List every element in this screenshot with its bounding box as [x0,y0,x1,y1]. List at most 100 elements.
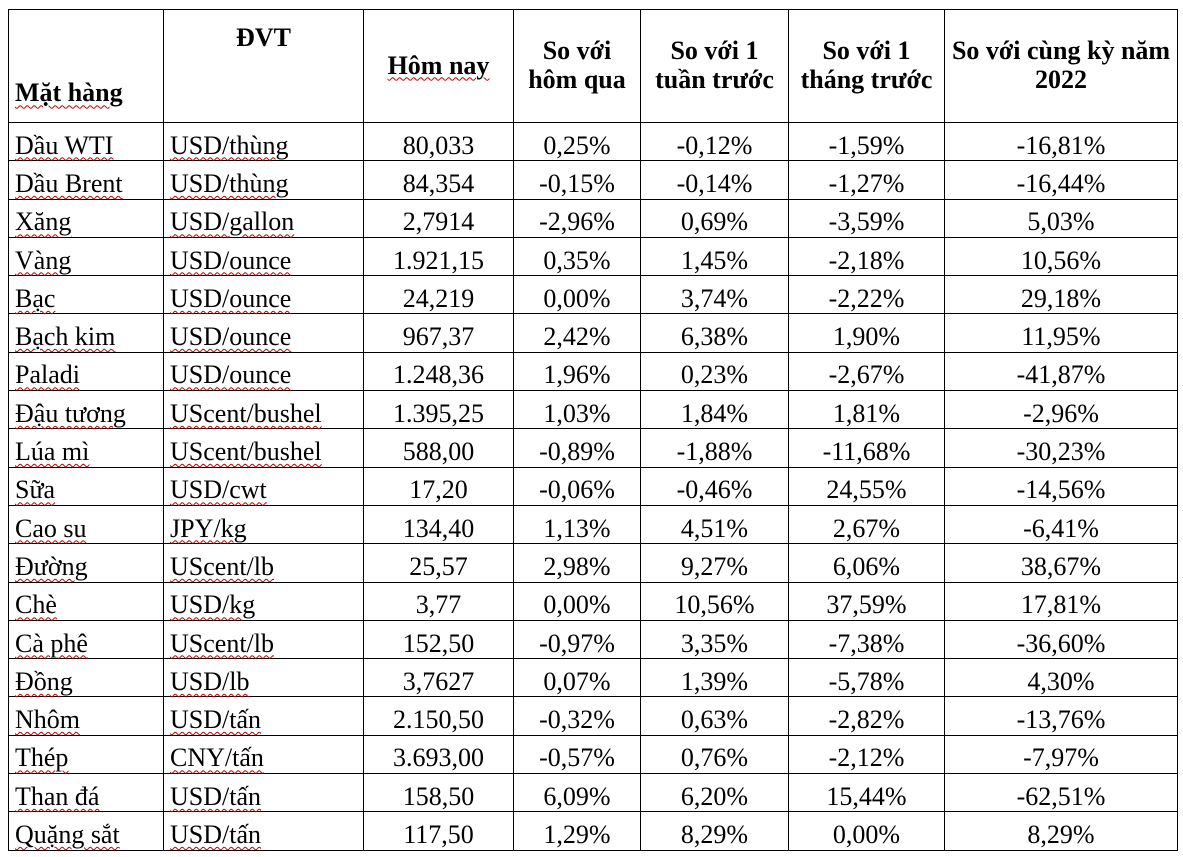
cell-item-text: Đường [15,551,88,581]
table-row: Chè USD/kg 3,77 0,00% 10,56% 37,59% 17,81% [8,581,1178,621]
cell-unit-text: USD/gallon [170,207,295,237]
cell-item-text: Dầu Brent [15,169,123,198]
cell-vs-year: 5,03% [944,198,1178,238]
table-row: Quặng sắt USD/tấn 117,50 1,29% 8,29% 0,00% 8,2… [8,811,1178,851]
cell-vs-month: -2,67% [788,351,945,392]
cell-vs-week: 0,63% [640,696,789,736]
cell-vs-yesterday: 6,09% [513,773,641,813]
cell-today: 25,57 [363,543,514,583]
table-row: Đồng USD/lb 3,7627 0,07% 1,39% -5,78% 4,30% [8,658,1178,698]
cell-vs-week: 3,74% [640,275,789,315]
cell-unit-text: USD/kg [170,590,256,620]
cell-vs-year: 8,29% [944,811,1178,851]
cell-unit: UScent/lb [163,543,364,583]
cell-vs-yesterday: 1,03% [513,390,641,430]
cell-unit: USD/ounce [163,236,364,277]
table-row: Bạc USD/ounce 24,219 0,00% 3,74% -2,22% 29,18% [8,275,1178,315]
cell-item: Bạc [8,275,164,315]
cell-unit-text: USD/thùng [170,130,289,160]
cell-item: Dầu WTI [8,121,164,162]
table-row: Đường UScent/lb 25,57 2,98% 9,27% 6,06% 38,67% [8,543,1178,583]
cell-vs-week: 9,27% [640,543,789,583]
cell-vs-month: 1,90% [788,313,945,353]
cell-vs-week: -1,88% [640,428,789,468]
cell-item: Cao su [8,504,164,545]
header-vs-month: So với 1 tháng trước [788,9,945,123]
cell-unit: USD/lb [163,658,364,698]
cell-vs-year: -13,76% [944,696,1178,736]
cell-vs-year: 17,81% [944,581,1178,621]
cell-vs-yesterday: -0,57% [513,734,641,775]
cell-vs-week: -0,46% [640,466,789,506]
cell-unit-text: USD/ounce [170,322,292,352]
cell-item-text: Lúa mì [15,437,90,467]
cell-item: Đậu tương [8,390,164,430]
table-row: Bạch kim USD/ounce 967,37 2,42% 6,38% 1,90% 11… [8,313,1178,353]
header-vs-week: So với 1 tuần trước [640,9,789,123]
table-row: Lúa mì UScent/bushel 588,00 -0,89% -1,88% -11… [8,428,1178,468]
cell-today: 2.150,50 [363,696,514,736]
cell-today: 17,20 [363,466,514,506]
cell-vs-year: -30,23% [944,428,1178,468]
cell-today: 1.395,25 [363,390,514,430]
cell-vs-year: 4,30% [944,658,1178,698]
cell-today: 84,354 [363,160,514,200]
cell-today: 588,00 [363,428,514,468]
cell-vs-month: -2,82% [788,696,945,736]
header-vs-year: So với cùng kỳ năm 2022 [944,9,1178,123]
cell-vs-month: -1,27% [788,160,945,200]
cell-unit: USD/kg [163,581,364,621]
header-vs-yesterday: So với hôm qua [513,9,641,123]
cell-vs-month: -7,38% [788,619,945,660]
cell-item-text: Bạc [15,283,56,313]
cell-vs-month: 37,59% [788,581,945,621]
cell-item-text: Đậu tương [15,398,126,428]
cell-unit-text: USD/ounce [170,360,292,390]
cell-vs-week: 0,76% [640,734,789,775]
cell-vs-yesterday: 0,35% [513,236,641,277]
cell-vs-yesterday: 2,98% [513,543,641,583]
cell-item-text: Paladi [15,360,80,390]
cell-unit-text: UScent/bushel [170,437,322,467]
cell-item: Thép [8,734,164,775]
cell-vs-month: 1,81% [788,390,945,430]
cell-unit-text: CNY/tấn [170,743,264,773]
cell-item: Lúa mì [8,428,164,468]
cell-item: Vàng [8,236,164,277]
cell-vs-yesterday: 0,00% [513,581,641,621]
cell-vs-month: 0,00% [788,811,945,851]
cell-today: 3,77 [363,581,514,621]
cell-unit-text: USD/lb [170,666,250,696]
cell-vs-year: 38,67% [944,543,1178,583]
cell-vs-yesterday: 2,42% [513,313,641,353]
cell-today: 158,50 [363,773,514,813]
cell-vs-month: 2,67% [788,504,945,545]
cell-unit: USD/cwt [163,466,364,506]
cell-unit-text: USD/tấn [170,781,261,811]
cell-vs-month: 24,55% [788,466,945,506]
cell-unit: USD/ounce [163,313,364,353]
cell-item: Bạch kim [8,313,164,353]
cell-vs-month: -3,59% [788,198,945,238]
cell-today: 2,7914 [363,198,514,238]
cell-vs-year: 29,18% [944,275,1178,315]
cell-item: Cà phê [8,619,164,660]
cell-item: Paladi [8,351,164,392]
cell-unit-text: USD/ounce [170,283,292,313]
cell-unit: USD/thùng [163,160,364,200]
cell-today: 152,50 [363,619,514,660]
cell-vs-week: 8,29% [640,811,789,851]
cell-vs-week: 0,23% [640,351,789,392]
cell-today: 24,219 [363,275,514,315]
table-row: Nhôm USD/tấn 2.150,50 -0,32% 0,63% -2,82% -13,… [8,696,1178,736]
table-row: Cà phê UScent/lb 152,50 -0,97% 3,35% -7,38% -3… [8,619,1178,660]
cell-unit-text: USD/tấn [170,820,261,850]
cell-item-text: Đồng [15,666,73,696]
table-row: Cao su JPY/kg 134,40 1,13% 4,51% 2,67% -6,41% [8,504,1178,545]
cell-unit: USD/ounce [163,275,364,315]
cell-item-text: Dầu WTI [15,130,114,160]
cell-unit: USD/thùng [163,121,364,162]
cell-vs-year: 11,95% [944,313,1178,353]
cell-vs-year: -6,41% [944,504,1178,545]
table-row: Dầu Brent USD/thùng 84,354 -0,15% -0,14% -1,2… [8,160,1178,200]
